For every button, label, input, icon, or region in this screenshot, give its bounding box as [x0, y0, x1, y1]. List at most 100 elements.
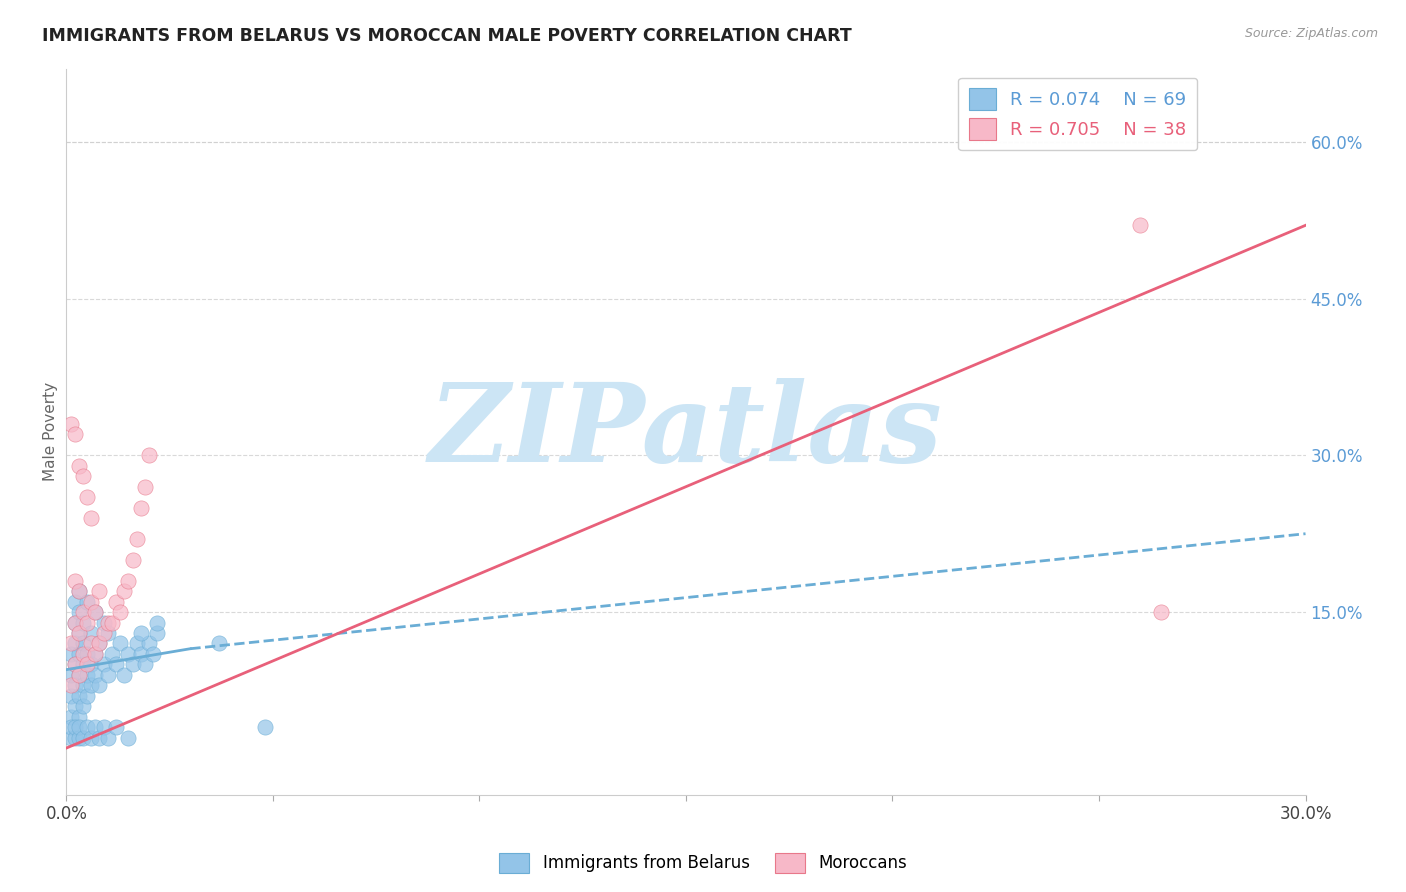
Point	[97, 668, 120, 682]
Point	[67, 584, 90, 599]
Point	[63, 595, 86, 609]
Legend: R = 0.074    N = 69, R = 0.705    N = 38: R = 0.074 N = 69, R = 0.705 N = 38	[957, 78, 1198, 151]
Point	[129, 500, 152, 515]
Point	[72, 699, 94, 714]
Legend: Immigrants from Belarus, Moroccans: Immigrants from Belarus, Moroccans	[492, 847, 914, 880]
Point	[80, 626, 103, 640]
Point	[89, 584, 111, 599]
Point	[76, 647, 98, 661]
Point	[67, 709, 90, 723]
Point	[63, 615, 86, 630]
Point	[105, 720, 128, 734]
Point	[67, 605, 90, 619]
Point	[253, 720, 276, 734]
Point	[72, 678, 94, 692]
Point	[63, 427, 86, 442]
Point	[129, 647, 152, 661]
Point	[97, 731, 120, 745]
Point	[117, 731, 139, 745]
Point	[76, 615, 98, 630]
Point	[80, 657, 103, 672]
Point	[63, 731, 86, 745]
Point	[59, 417, 82, 431]
Point	[208, 636, 231, 650]
Point	[84, 605, 107, 619]
Point	[72, 731, 94, 745]
Point	[67, 584, 90, 599]
Point	[93, 626, 115, 640]
Point	[108, 605, 131, 619]
Point	[84, 668, 107, 682]
Point	[59, 709, 82, 723]
Point	[67, 668, 90, 682]
Point	[72, 469, 94, 483]
Point	[89, 636, 111, 650]
Point	[97, 626, 120, 640]
Point	[84, 720, 107, 734]
Point	[89, 636, 111, 650]
Point	[76, 720, 98, 734]
Point	[63, 699, 86, 714]
Text: IMMIGRANTS FROM BELARUS VS MOROCCAN MALE POVERTY CORRELATION CHART: IMMIGRANTS FROM BELARUS VS MOROCCAN MALE…	[42, 27, 852, 45]
Point	[138, 448, 160, 462]
Point	[125, 636, 148, 650]
Point	[67, 626, 90, 640]
Point	[63, 574, 86, 588]
Point	[101, 615, 124, 630]
Point	[84, 647, 107, 661]
Point	[125, 532, 148, 546]
Point	[59, 678, 82, 692]
Point	[89, 678, 111, 692]
Point	[72, 636, 94, 650]
Point	[72, 605, 94, 619]
Point	[121, 657, 143, 672]
Point	[117, 647, 139, 661]
Point	[67, 720, 90, 734]
Point	[93, 615, 115, 630]
Point	[134, 657, 156, 672]
Point	[93, 720, 115, 734]
Point	[76, 490, 98, 504]
Point	[112, 668, 135, 682]
Point	[80, 678, 103, 692]
Point	[105, 657, 128, 672]
Point	[67, 689, 90, 703]
Point	[101, 647, 124, 661]
Point	[142, 647, 165, 661]
Point	[67, 731, 90, 745]
Point	[63, 678, 86, 692]
Point	[80, 511, 103, 525]
Point	[138, 636, 160, 650]
Point	[63, 657, 86, 672]
Point	[117, 574, 139, 588]
Point	[129, 626, 152, 640]
Point	[67, 647, 90, 661]
Point	[84, 647, 107, 661]
Point	[63, 720, 86, 734]
Point	[105, 595, 128, 609]
Point	[76, 668, 98, 682]
Point	[80, 731, 103, 745]
Text: ZIPatlas: ZIPatlas	[429, 378, 943, 485]
Point	[76, 689, 98, 703]
Point	[80, 636, 103, 650]
Point	[1129, 219, 1152, 233]
Point	[72, 615, 94, 630]
Point	[63, 636, 86, 650]
Point	[59, 668, 82, 682]
Point	[67, 668, 90, 682]
Point	[97, 615, 120, 630]
Point	[59, 731, 82, 745]
Point	[59, 720, 82, 734]
Point	[76, 657, 98, 672]
Point	[76, 595, 98, 609]
Point	[1150, 605, 1173, 619]
Point	[108, 636, 131, 650]
Point	[146, 626, 169, 640]
Text: Source: ZipAtlas.com: Source: ZipAtlas.com	[1244, 27, 1378, 40]
Point	[80, 595, 103, 609]
Point	[84, 605, 107, 619]
Y-axis label: Male Poverty: Male Poverty	[44, 383, 58, 482]
Point	[67, 458, 90, 473]
Point	[93, 657, 115, 672]
